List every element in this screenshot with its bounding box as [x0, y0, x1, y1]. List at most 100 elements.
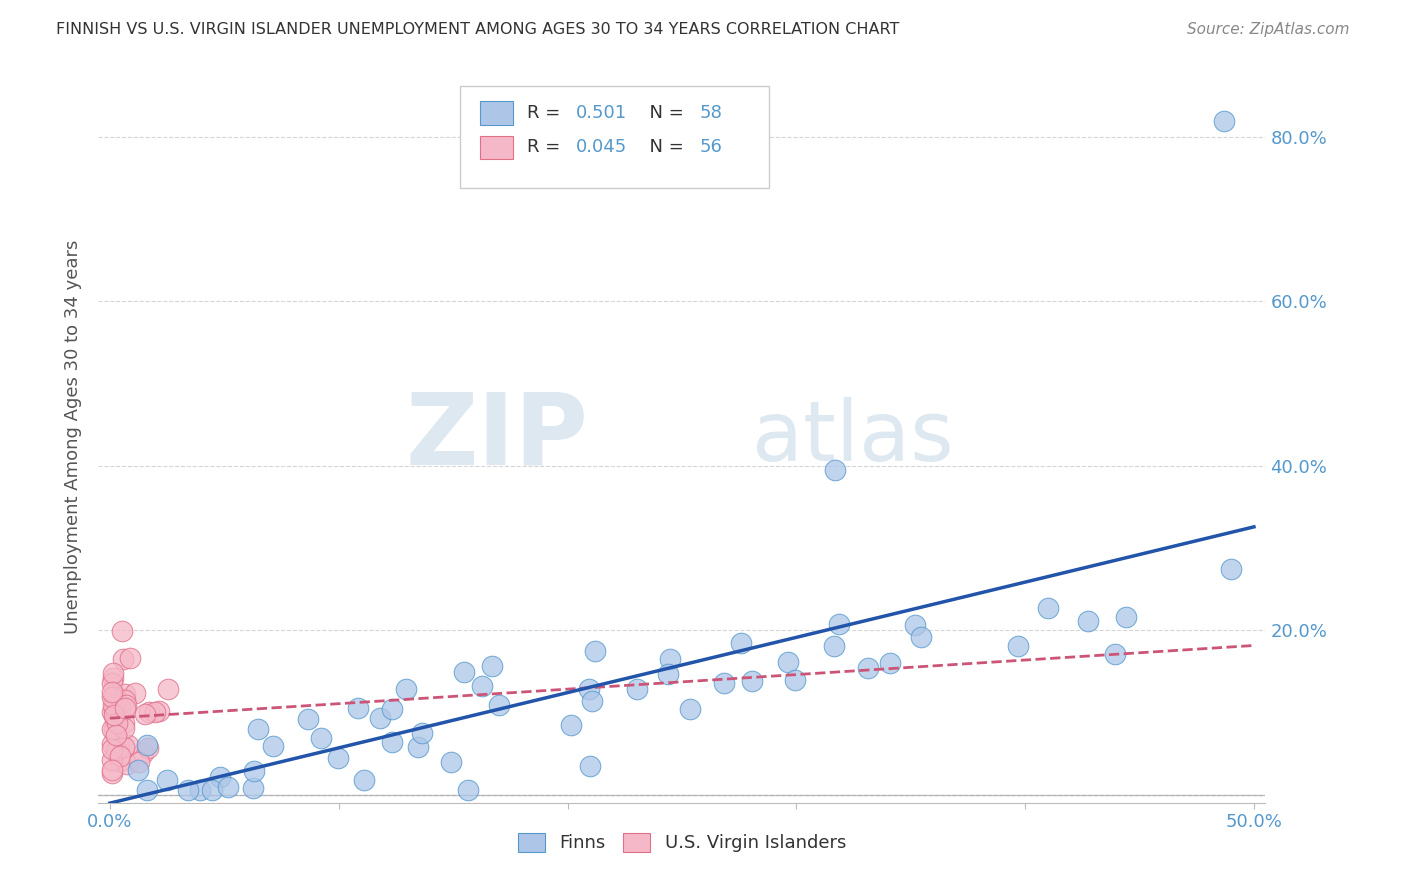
Point: [131, 746, 153, 760]
Point: [1220, 561, 1243, 575]
Bar: [479, 102, 513, 125]
Point: [262, 739, 284, 754]
Point: [108, 748, 131, 763]
Point: [381, 702, 404, 716]
Point: [411, 725, 433, 739]
Point: [103, 700, 125, 714]
Point: [713, 676, 735, 690]
Point: [785, 673, 807, 688]
Point: [406, 739, 429, 754]
Point: [1077, 615, 1099, 629]
Point: [114, 687, 136, 701]
Text: R =: R =: [527, 138, 565, 156]
Point: [578, 681, 600, 696]
Legend: Finns, U.S. Virgin Islanders: Finns, U.S. Virgin Islanders: [510, 826, 853, 860]
Point: [730, 636, 752, 650]
Point: [1115, 610, 1137, 624]
Point: [488, 698, 510, 712]
Point: [242, 781, 264, 796]
Point: [101, 690, 124, 705]
Point: [101, 705, 124, 719]
Point: [457, 783, 479, 797]
Point: [1036, 601, 1059, 615]
Point: [134, 706, 156, 721]
Point: [581, 694, 603, 708]
Point: [381, 735, 404, 749]
Point: [112, 721, 135, 735]
Point: [104, 728, 127, 742]
Point: [1104, 647, 1126, 661]
Point: [156, 772, 179, 787]
Point: [1213, 113, 1236, 128]
Point: [115, 757, 138, 772]
Point: [823, 639, 845, 653]
Text: ZIP: ZIP: [406, 389, 589, 485]
Point: [309, 731, 332, 745]
Point: [579, 758, 602, 772]
Text: N =: N =: [637, 104, 689, 122]
Point: [201, 783, 224, 797]
FancyBboxPatch shape: [460, 86, 769, 188]
Point: [440, 755, 463, 769]
Text: 0.501: 0.501: [575, 104, 627, 122]
Point: [104, 706, 127, 720]
Point: [108, 740, 131, 755]
Point: [127, 763, 149, 777]
Text: 58: 58: [699, 104, 723, 122]
Point: [103, 688, 125, 702]
Point: [104, 707, 127, 722]
Point: [101, 685, 124, 699]
Point: [679, 702, 702, 716]
Text: 56: 56: [699, 138, 723, 156]
Point: [115, 698, 138, 712]
Point: [105, 743, 128, 757]
Point: [657, 667, 679, 681]
Point: [247, 722, 270, 736]
Point: [157, 681, 180, 696]
Point: [395, 681, 418, 696]
Point: [101, 741, 124, 756]
Point: [103, 704, 125, 718]
Point: [103, 707, 125, 722]
Point: [104, 688, 127, 702]
Point: [128, 755, 150, 769]
Point: [217, 780, 239, 795]
Point: [659, 651, 682, 665]
Point: [111, 652, 134, 666]
Point: [114, 701, 136, 715]
Point: [626, 681, 648, 696]
Point: [103, 698, 125, 712]
Point: [101, 665, 124, 680]
Point: [101, 766, 124, 780]
Point: [101, 764, 124, 778]
Point: [101, 723, 124, 737]
Point: [297, 712, 319, 726]
Point: [110, 702, 132, 716]
Point: [136, 738, 159, 752]
Point: [105, 706, 128, 720]
Point: [910, 631, 932, 645]
Point: [108, 736, 131, 750]
Point: [105, 716, 128, 731]
Point: [176, 783, 198, 797]
Point: [138, 705, 160, 719]
Point: [326, 751, 349, 765]
Text: 0.045: 0.045: [575, 138, 627, 156]
Point: [101, 737, 124, 751]
Point: [824, 463, 846, 477]
Point: [103, 702, 125, 716]
Point: [136, 783, 159, 797]
Point: [368, 711, 391, 725]
Point: [143, 706, 166, 720]
Point: [148, 704, 170, 718]
Point: [778, 655, 800, 669]
Point: [108, 698, 131, 712]
Point: [117, 739, 139, 753]
Text: Source: ZipAtlas.com: Source: ZipAtlas.com: [1187, 22, 1350, 37]
Text: atlas: atlas: [752, 397, 953, 477]
Point: [346, 701, 368, 715]
Point: [827, 616, 849, 631]
Point: [105, 697, 128, 711]
Text: R =: R =: [527, 104, 565, 122]
Point: [136, 741, 159, 756]
